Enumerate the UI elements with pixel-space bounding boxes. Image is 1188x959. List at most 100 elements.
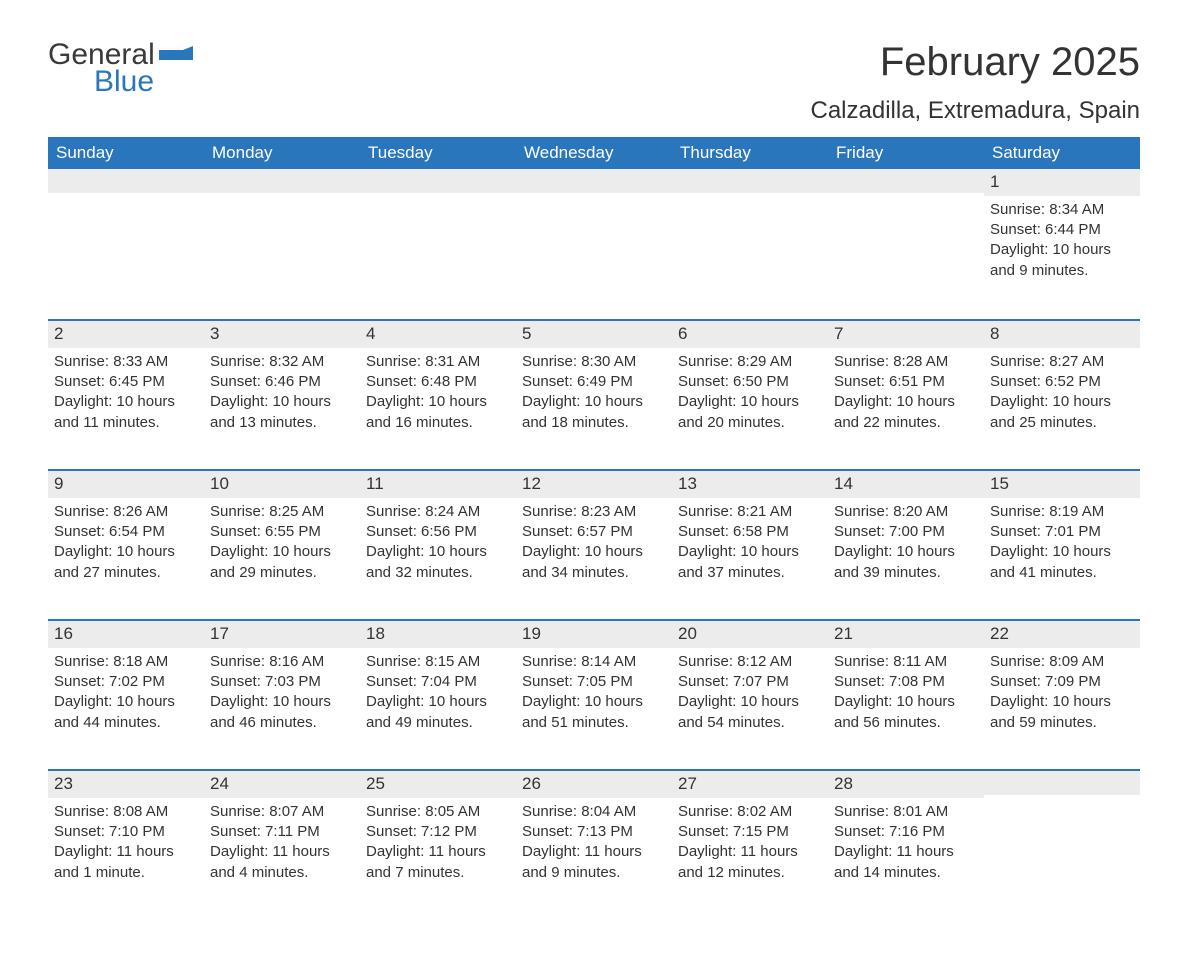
day-number: 16 [48, 621, 204, 648]
sunrise-text: Sunrise: 8:14 AM [522, 652, 664, 672]
day-cell: 11Sunrise: 8:24 AMSunset: 6:56 PMDayligh… [360, 471, 516, 601]
day-number: 5 [516, 321, 672, 348]
daylight-text: Daylight: 11 hours and 7 minutes. [366, 842, 508, 883]
daylight-text: Daylight: 10 hours and 13 minutes. [210, 392, 352, 433]
day-cell: 1Sunrise: 8:34 AMSunset: 6:44 PMDaylight… [984, 169, 1140, 299]
day-cell: 8Sunrise: 8:27 AMSunset: 6:52 PMDaylight… [984, 321, 1140, 451]
sunrise-text: Sunrise: 8:27 AM [990, 352, 1132, 372]
sunrise-text: Sunrise: 8:15 AM [366, 652, 508, 672]
daylight-text: Daylight: 10 hours and 16 minutes. [366, 392, 508, 433]
day-cell: 14Sunrise: 8:20 AMSunset: 7:00 PMDayligh… [828, 471, 984, 601]
day-cell: 9Sunrise: 8:26 AMSunset: 6:54 PMDaylight… [48, 471, 204, 601]
day-cell: 17Sunrise: 8:16 AMSunset: 7:03 PMDayligh… [204, 621, 360, 751]
sunset-text: Sunset: 6:57 PM [522, 522, 664, 542]
daylight-text: Daylight: 10 hours and 22 minutes. [834, 392, 976, 433]
sunrise-text: Sunrise: 8:28 AM [834, 352, 976, 372]
daylight-text: Daylight: 10 hours and 41 minutes. [990, 542, 1132, 583]
day-cell: 25Sunrise: 8:05 AMSunset: 7:12 PMDayligh… [360, 771, 516, 901]
day-number: 11 [360, 471, 516, 498]
sunrise-text: Sunrise: 8:12 AM [678, 652, 820, 672]
brand-logo: General Blue [48, 40, 193, 97]
sunset-text: Sunset: 7:10 PM [54, 822, 196, 842]
daylight-text: Daylight: 10 hours and 44 minutes. [54, 692, 196, 733]
flag-icon [159, 46, 193, 73]
sunset-text: Sunset: 7:03 PM [210, 672, 352, 692]
day-cell: 22Sunrise: 8:09 AMSunset: 7:09 PMDayligh… [984, 621, 1140, 751]
sunset-text: Sunset: 7:08 PM [834, 672, 976, 692]
day-number: 28 [828, 771, 984, 798]
day-number: 1 [984, 169, 1140, 196]
sunrise-text: Sunrise: 8:26 AM [54, 502, 196, 522]
sunset-text: Sunset: 6:44 PM [990, 220, 1132, 240]
day-cell-empty [360, 169, 516, 299]
calendar: Sunday Monday Tuesday Wednesday Thursday… [48, 137, 1140, 919]
week-row: 9Sunrise: 8:26 AMSunset: 6:54 PMDaylight… [48, 469, 1140, 619]
sunset-text: Sunset: 7:16 PM [834, 822, 976, 842]
day-cell: 26Sunrise: 8:04 AMSunset: 7:13 PMDayligh… [516, 771, 672, 901]
day-cell: 7Sunrise: 8:28 AMSunset: 6:51 PMDaylight… [828, 321, 984, 451]
day-number [984, 771, 1140, 795]
sunrise-text: Sunrise: 8:31 AM [366, 352, 508, 372]
week-row: 2Sunrise: 8:33 AMSunset: 6:45 PMDaylight… [48, 319, 1140, 469]
day-number: 23 [48, 771, 204, 798]
sunset-text: Sunset: 6:50 PM [678, 372, 820, 392]
sunrise-text: Sunrise: 8:32 AM [210, 352, 352, 372]
sunset-text: Sunset: 6:52 PM [990, 372, 1132, 392]
day-number [672, 169, 828, 193]
daylight-text: Daylight: 11 hours and 9 minutes. [522, 842, 664, 883]
sunset-text: Sunset: 7:11 PM [210, 822, 352, 842]
day-number: 12 [516, 471, 672, 498]
week-row: 16Sunrise: 8:18 AMSunset: 7:02 PMDayligh… [48, 619, 1140, 769]
weekday-thursday: Thursday [672, 137, 828, 169]
day-cell-empty [48, 169, 204, 299]
sunset-text: Sunset: 6:58 PM [678, 522, 820, 542]
sunrise-text: Sunrise: 8:19 AM [990, 502, 1132, 522]
week-row: 1Sunrise: 8:34 AMSunset: 6:44 PMDaylight… [48, 169, 1140, 319]
weeks-container: 1 Sunrise: 8:34 AMSunset: 6:44 PM Daylight… [48, 169, 1140, 919]
sunset-text: Sunset: 7:09 PM [990, 672, 1132, 692]
day-number: 26 [516, 771, 672, 798]
sunrise-text: Sunrise: 8:18 AM [54, 652, 196, 672]
weekday-sunday: Sunday [48, 137, 204, 169]
day-cell: 21Sunrise: 8:11 AMSunset: 7:08 PMDayligh… [828, 621, 984, 751]
sunrise-text: Sunrise: 8:34 AM [990, 200, 1132, 220]
sunrise-text: Sunrise: 8:20 AM [834, 502, 976, 522]
daylight-text: Daylight: 11 hours and 14 minutes. [834, 842, 976, 883]
day-cell: 28Sunrise: 8:01 AMSunset: 7:16 PMDayligh… [828, 771, 984, 901]
daylight-text: Daylight: 10 hours and 49 minutes. [366, 692, 508, 733]
sunrise-text: Sunrise: 8:08 AM [54, 802, 196, 822]
daylight-text: Daylight: 10 hours and 59 minutes. [990, 692, 1132, 733]
day-cell: 4Sunrise: 8:31 AMSunset: 6:48 PMDaylight… [360, 321, 516, 451]
daylight-text: Daylight: 10 hours and 34 minutes. [522, 542, 664, 583]
day-number: 24 [204, 771, 360, 798]
sunset-text: Sunset: 7:04 PM [366, 672, 508, 692]
sunrise-text: Sunrise: 8:30 AM [522, 352, 664, 372]
day-cell: 23 Sunrise: 8:08 AMSunset: 7:10 PMDayligh… [48, 771, 204, 901]
day-cell: 27Sunrise: 8:02 AMSunset: 7:15 PMDayligh… [672, 771, 828, 901]
day-cell: 19Sunrise: 8:14 AMSunset: 7:05 PMDayligh… [516, 621, 672, 751]
daylight-text: Daylight: 10 hours and 56 minutes. [834, 692, 976, 733]
location-subtitle: Calzadilla, Extremadura, Spain [811, 97, 1141, 125]
day-cell: 13Sunrise: 8:21 AMSunset: 6:58 PMDayligh… [672, 471, 828, 601]
sunrise-text: Sunrise: 8:02 AM [678, 802, 820, 822]
daylight-text: Daylight: 10 hours and 11 minutes. [54, 392, 196, 433]
day-number [360, 169, 516, 193]
day-cell: 2Sunrise: 8:33 AMSunset: 6:45 PMDaylight… [48, 321, 204, 451]
day-number: 14 [828, 471, 984, 498]
sunset-text: Sunset: 7:05 PM [522, 672, 664, 692]
sunrise-text: Sunrise: 8:29 AM [678, 352, 820, 372]
day-number [828, 169, 984, 193]
weekday-saturday: Saturday [984, 137, 1140, 169]
day-cell: 6Sunrise: 8:29 AMSunset: 6:50 PMDaylight… [672, 321, 828, 451]
weekday-friday: Friday [828, 137, 984, 169]
sunrise-text: Sunrise: 8:04 AM [522, 802, 664, 822]
daylight-text: Daylight: 11 hours and 1 minute. [54, 842, 196, 883]
sunset-text: Sunset: 7:07 PM [678, 672, 820, 692]
day-cell: 24Sunrise: 8:07 AMSunset: 7:11 PMDayligh… [204, 771, 360, 901]
daylight-text: Daylight: 10 hours and 32 minutes. [366, 542, 508, 583]
week-row: 23Sunrise: 8:08 AMSunset: 7:10 PMDayligh… [48, 769, 1140, 919]
sunrise-text: Sunrise: 8:24 AM [366, 502, 508, 522]
sunset-text: Sunset: 7:01 PM [990, 522, 1132, 542]
daylight-text: Daylight: 10 hours and 25 minutes. [990, 392, 1132, 433]
daylight-text: Daylight: 10 hours and 54 minutes. [678, 692, 820, 733]
